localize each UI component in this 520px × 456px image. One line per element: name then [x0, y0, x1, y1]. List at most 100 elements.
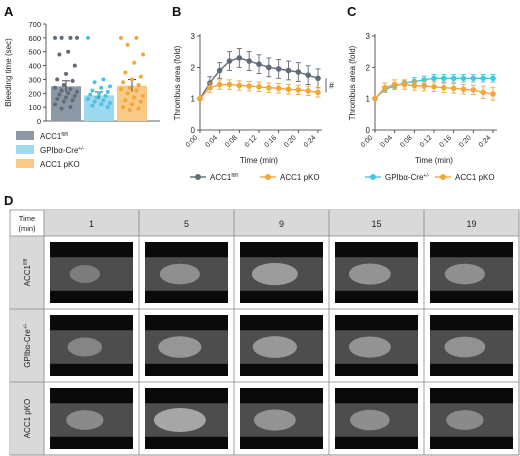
data-point	[275, 85, 282, 92]
data-point	[64, 95, 68, 100]
y-tick-label: 200	[28, 89, 41, 98]
vessel-band	[50, 257, 133, 291]
data-point	[295, 87, 302, 93]
x-tick-label: 0:08	[224, 134, 239, 149]
y-tick-label: 3	[191, 32, 196, 41]
data-point	[401, 81, 408, 88]
column-header: 1	[89, 219, 94, 229]
data-point	[57, 52, 62, 57]
panel-label-b: B	[172, 4, 181, 19]
data-point	[70, 98, 75, 103]
data-point	[94, 95, 99, 100]
data-point	[141, 52, 145, 57]
x-tick-label: 0:20	[458, 134, 473, 149]
legend-swatch	[16, 145, 34, 154]
data-point	[132, 95, 137, 100]
data-point	[121, 105, 126, 110]
legend-marker	[265, 174, 271, 180]
data-point	[226, 58, 233, 64]
data-point	[61, 99, 66, 104]
header-row-background	[44, 210, 519, 236]
data-point	[134, 88, 139, 93]
thrombus-signal	[67, 337, 103, 357]
data-point	[103, 94, 108, 99]
legend-marker	[370, 174, 376, 180]
data-point	[121, 80, 126, 85]
data-point	[53, 102, 57, 107]
x-tick-label: 0:08	[399, 134, 414, 149]
data-point	[372, 95, 378, 102]
legend-label: ACC1 pKO	[455, 173, 495, 182]
data-point	[88, 92, 93, 97]
thrombus-signal	[253, 409, 296, 431]
data-point	[90, 88, 95, 93]
data-point	[101, 77, 106, 82]
data-point	[490, 75, 496, 82]
y-axis-label: Bleeding time (sec)	[4, 38, 13, 107]
data-point	[57, 92, 62, 97]
data-point	[92, 80, 97, 85]
data-point	[64, 71, 68, 76]
data-point	[119, 87, 123, 92]
data-point	[441, 84, 447, 91]
column-header: 5	[184, 219, 189, 229]
x-tick-label: 0:24	[303, 134, 318, 149]
data-point	[421, 83, 427, 89]
x-tick-label: 0:16	[263, 134, 278, 149]
legend-label: GPIbα-Cre+/-	[40, 146, 85, 155]
data-point	[55, 77, 60, 82]
y-tick-label: 2	[366, 63, 371, 72]
data-point	[99, 85, 104, 90]
data-point	[119, 35, 123, 40]
y-tick-label: 0	[191, 126, 196, 135]
data-point	[450, 75, 457, 82]
data-point	[450, 85, 457, 92]
data-point	[130, 102, 134, 107]
thrombus-signal	[159, 263, 200, 285]
data-point	[236, 55, 243, 61]
data-point	[226, 81, 233, 88]
data-point	[256, 83, 262, 90]
data-point	[108, 100, 112, 105]
y-tick-label: 500	[28, 48, 41, 57]
thrombus-signal	[251, 262, 298, 286]
data-point	[431, 75, 437, 82]
x-tick-label: 0:04	[204, 134, 219, 149]
x-axis-label: Time (min)	[415, 156, 453, 165]
data-point	[431, 83, 437, 90]
data-point	[125, 42, 130, 47]
thrombus-signal	[350, 409, 390, 431]
data-point	[68, 87, 73, 92]
legend-label: ACC1fl/fl	[40, 132, 68, 141]
thrombus-signal	[66, 410, 104, 430]
thrombus-signal	[252, 336, 298, 358]
legend-label: ACC1fl/fl	[210, 173, 238, 182]
data-point	[97, 91, 101, 96]
legend-label: GPIbα-Cre+/-	[385, 173, 430, 182]
panel-label-d: D	[4, 193, 13, 208]
panel-b-thrombus-area-chart: B 0 1 2 3 Thrombus area (fold) 0:00 0:04 0:08 0:1…	[172, 4, 334, 182]
data-point	[125, 91, 130, 96]
y-tick-label: 400	[28, 62, 41, 71]
data-point	[130, 77, 134, 82]
data-point	[75, 89, 79, 94]
panel-a-bleeding-time-chart: A 0 100 200 300 400 500 600 700 Bleeding time (se…	[4, 4, 160, 169]
row-label: GPIbα-Cre+/-	[23, 323, 32, 368]
data-point	[68, 105, 73, 110]
y-axis-label: Thrombus area (fold)	[348, 45, 357, 120]
data-point	[92, 99, 97, 104]
data-point	[72, 94, 77, 99]
legend-marker	[440, 174, 446, 180]
data-point	[236, 82, 243, 89]
data-point	[127, 107, 132, 112]
data-point	[86, 96, 90, 101]
data-point	[480, 89, 486, 96]
data-point	[138, 74, 143, 79]
significance-marker: #	[329, 80, 334, 90]
thrombus-signal	[153, 408, 206, 433]
data-point	[460, 75, 467, 82]
data-point	[53, 35, 57, 40]
data-point	[315, 75, 321, 82]
thrombus-signal	[69, 265, 101, 283]
x-tick-label: 0:12	[244, 134, 259, 149]
